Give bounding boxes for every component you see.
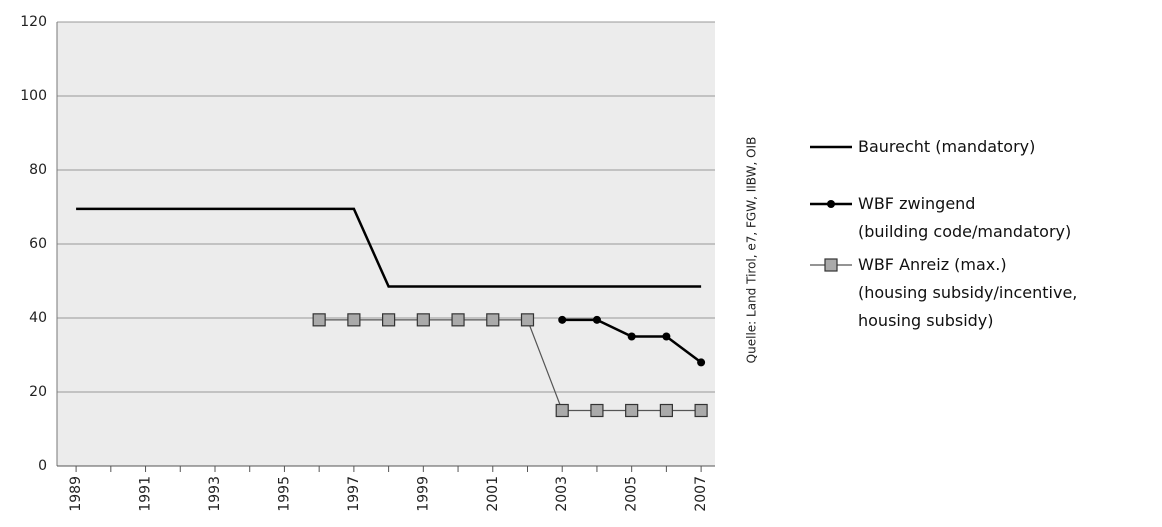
x-tick-label: 1999 — [415, 476, 431, 512]
point — [558, 315, 567, 324]
x-tick-label: 2005 — [624, 476, 640, 512]
point — [659, 403, 673, 418]
point — [486, 313, 500, 327]
y-tick-label: 20 — [29, 384, 47, 400]
x-tick-label: 2001 — [485, 476, 501, 512]
y-tick-label: 0 — [38, 458, 47, 474]
x-tick-label: 2003 — [554, 476, 570, 512]
x-tick-label: 1989 — [68, 476, 84, 512]
x-tick-label: 1997 — [346, 476, 362, 512]
legend-marker — [824, 258, 838, 272]
x-tick-label: 1995 — [276, 476, 292, 512]
point — [697, 358, 706, 367]
point — [662, 332, 671, 341]
x-tick-label: 1993 — [207, 476, 223, 512]
y-tick-label: 40 — [29, 310, 47, 326]
point — [451, 313, 465, 327]
y-tick-label: 100 — [20, 88, 47, 104]
point — [590, 403, 604, 418]
y-tick-label: 80 — [29, 162, 47, 178]
series-line — [76, 207, 702, 288]
point — [627, 332, 636, 341]
source-note: Quelle: Land Tirol, e7, FGW, IIBW, OIB — [745, 137, 759, 364]
x-tick-label: 2007 — [693, 476, 709, 512]
legend-label: Baurecht (mandatory) — [858, 137, 1036, 156]
point — [592, 315, 601, 324]
point — [347, 313, 361, 327]
y-tick-label: 60 — [29, 236, 47, 252]
point — [312, 313, 326, 327]
point — [555, 403, 569, 418]
point — [694, 403, 708, 418]
legend-marker — [827, 200, 835, 208]
y-tick-label: 120 — [20, 14, 47, 30]
legend-label: WBF zwingend (building code/mandatory) — [858, 194, 1072, 241]
legend-label: WBF Anreiz (max.) (housing subsidy/incen… — [858, 255, 1078, 330]
point — [382, 313, 396, 327]
x-tick-label: 1991 — [138, 476, 154, 512]
point — [625, 403, 639, 418]
point — [416, 313, 430, 327]
point — [520, 313, 535, 327]
